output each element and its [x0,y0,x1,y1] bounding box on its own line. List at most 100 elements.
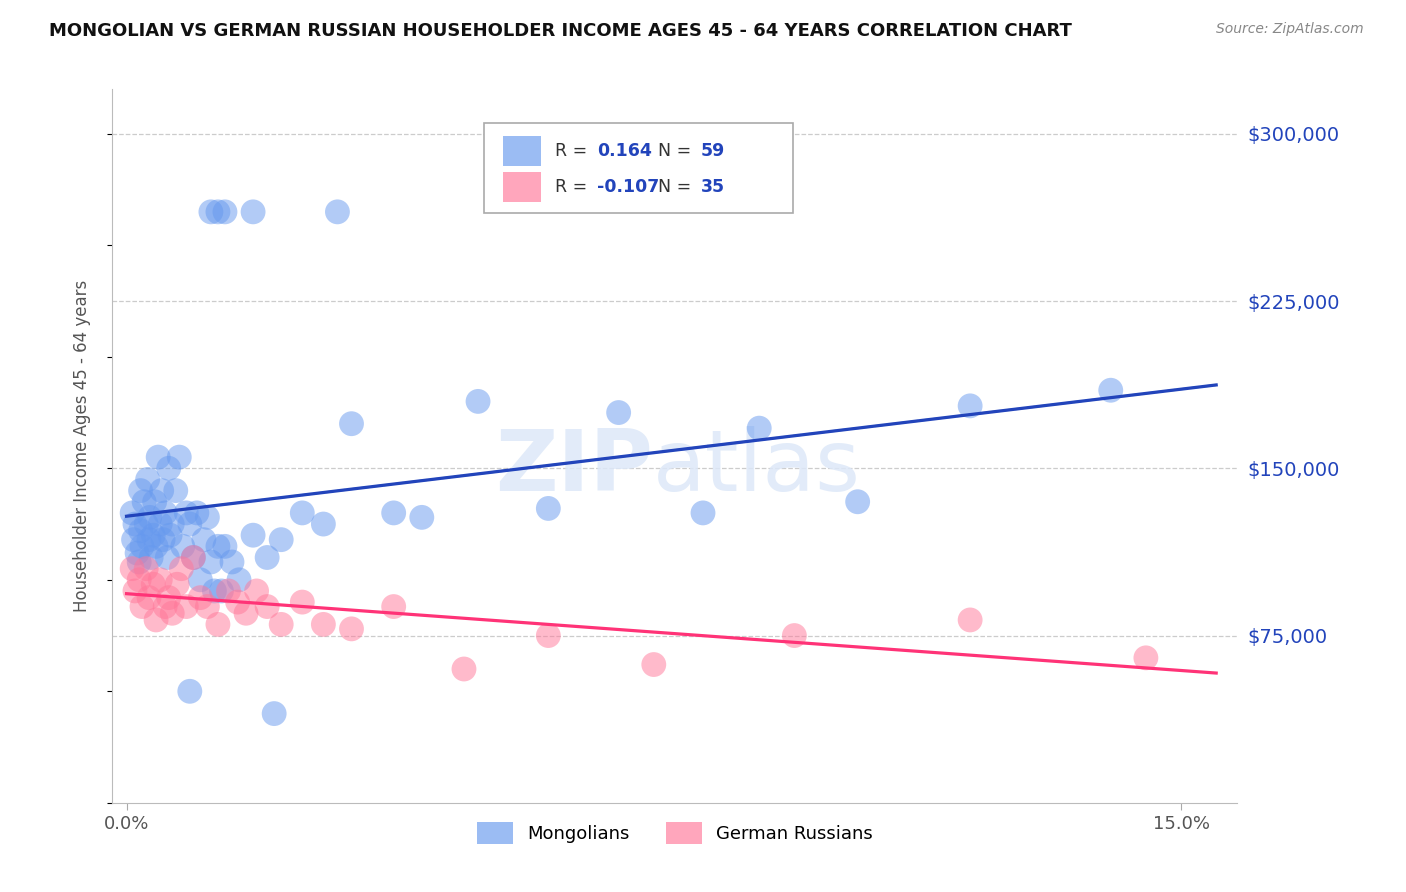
Point [846,494,869,508]
Point [326,204,349,219]
Point [162,607,183,621]
Point [131,599,153,614]
Point [129,524,152,538]
Point [166,577,188,591]
Point [783,628,806,642]
Point [242,528,264,542]
Point [141,550,163,565]
Point [135,562,157,576]
Point [131,539,153,553]
Point [200,204,222,219]
Point [179,516,201,531]
Point [127,546,149,560]
Point [129,483,152,498]
Point [124,516,146,531]
Point [183,550,205,565]
Point [195,599,219,614]
Point [169,450,191,464]
Point [193,533,215,547]
Point [204,583,226,598]
Point [226,595,249,609]
Point [242,204,264,219]
FancyBboxPatch shape [484,123,793,212]
Point [263,706,285,721]
Point [124,583,146,598]
Point [607,405,630,419]
Point [256,550,278,565]
Point [312,516,335,531]
Point [138,510,162,524]
Point [207,617,229,632]
Text: ZIP: ZIP [495,425,652,509]
Point [132,494,156,508]
Point [165,483,187,498]
Point [1135,651,1157,665]
Point [453,662,475,676]
Point [183,550,205,565]
Text: R =: R = [554,143,592,161]
Point [135,516,157,531]
Point [235,607,257,621]
Text: 0.164: 0.164 [598,143,652,161]
Point [122,533,145,547]
Point [155,599,177,614]
Point [157,461,180,475]
Point [159,528,181,542]
Point [218,583,240,598]
Text: 59: 59 [700,143,725,161]
Point [214,204,236,219]
Point [537,628,560,642]
Point [246,583,269,598]
Point [150,483,173,498]
Point [138,533,160,547]
Point [149,573,172,587]
Point [692,506,714,520]
Point [537,501,560,516]
Point [188,591,212,605]
Point [138,591,160,605]
Point [149,516,172,531]
FancyBboxPatch shape [503,136,541,166]
Point [340,622,363,636]
Point [142,528,165,542]
Point [382,599,405,614]
Point [186,506,208,520]
Point [643,657,665,672]
Point [152,533,174,547]
Y-axis label: Householder Income Ages 45 - 64 years: Householder Income Ages 45 - 64 years [73,280,91,612]
Text: Source: ZipAtlas.com: Source: ZipAtlas.com [1216,22,1364,37]
Point [128,555,150,569]
Point [188,573,212,587]
Text: 35: 35 [700,178,725,196]
Point [142,577,165,591]
Text: atlas: atlas [652,425,860,509]
Point [1099,383,1122,397]
Point [228,573,250,587]
Point [214,539,236,553]
Point [172,539,194,553]
Legend: Mongolians, German Russians: Mongolians, German Russians [470,814,880,851]
Point [207,204,229,219]
Text: MONGOLIAN VS GERMAN RUSSIAN HOUSEHOLDER INCOME AGES 45 - 64 YEARS CORRELATION CH: MONGOLIAN VS GERMAN RUSSIAN HOUSEHOLDER … [49,22,1073,40]
Point [121,506,143,520]
Point [270,617,292,632]
Point [256,599,278,614]
Point [157,591,180,605]
Point [340,417,363,431]
Point [207,539,229,553]
Point [959,399,981,413]
Point [121,562,143,576]
Point [156,550,179,565]
Point [145,539,167,553]
Point [467,394,489,409]
Point [136,472,159,486]
FancyBboxPatch shape [503,172,541,202]
Point [291,595,314,609]
Point [382,506,405,520]
Point [179,684,201,698]
Point [162,516,183,531]
Point [195,510,219,524]
Text: N =: N = [658,143,697,161]
Point [148,450,170,464]
Point [128,573,150,587]
